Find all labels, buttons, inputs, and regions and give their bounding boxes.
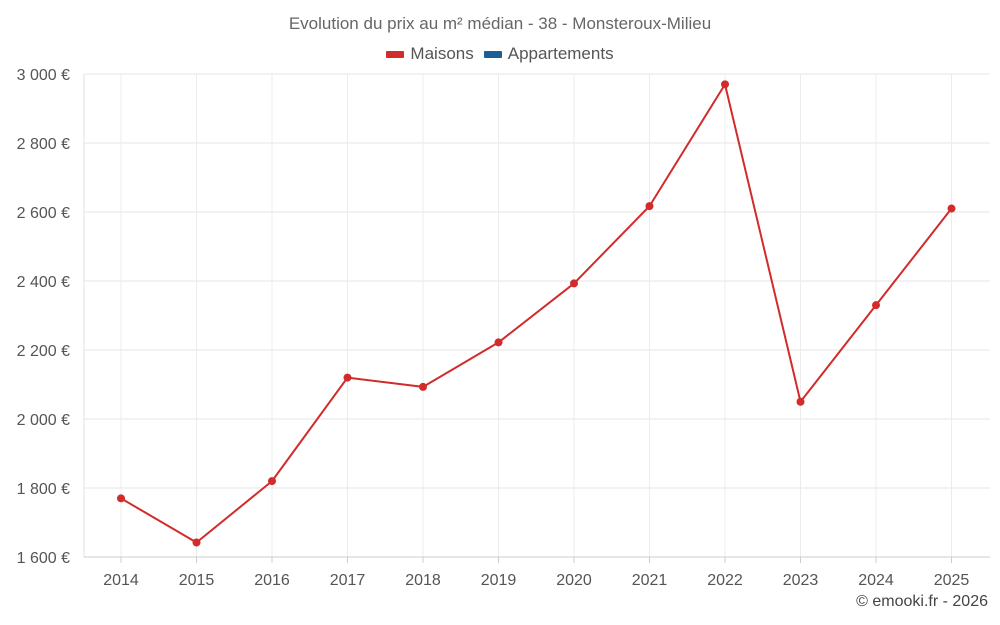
legend-swatch-appartements xyxy=(483,50,502,58)
data-point-maisons-2022 xyxy=(721,80,729,89)
y-tick-label-1800: 1 800 € xyxy=(17,481,70,498)
y-tick-label-2200: 2 200 € xyxy=(17,343,70,360)
data-point-maisons-2018 xyxy=(419,382,427,391)
x-tick-label-2016: 2016 xyxy=(254,572,290,589)
x-tick-label-2017: 2017 xyxy=(330,572,366,589)
data-point-maisons-2021 xyxy=(645,202,654,211)
data-point-maisons-2015 xyxy=(192,538,201,547)
y-tick-label-2600: 2 600 € xyxy=(17,205,70,222)
x-tick-label-2018: 2018 xyxy=(405,572,441,589)
x-tick-label-2022: 2022 xyxy=(707,572,743,589)
data-point-maisons-2016 xyxy=(268,477,276,486)
x-tick-label-2024: 2024 xyxy=(858,572,894,589)
series-line-maisons xyxy=(120,83,953,544)
legend-swatch-maisons xyxy=(386,50,405,58)
x-tick-label-2020: 2020 xyxy=(556,572,592,589)
legend: Maisons Appartements xyxy=(0,44,1000,64)
data-point-maisons-2023 xyxy=(796,397,805,406)
axes: 1 600 € 1 800 € 2 000 € 2 200 € 2 400 € 2 600… xyxy=(17,67,990,589)
x-tick-label-2023: 2023 xyxy=(783,572,819,589)
series-layer xyxy=(117,80,956,547)
legend-label-appartements: Appartements xyxy=(507,44,614,63)
y-tick-label-1600: 1 600 € xyxy=(17,550,70,567)
x-tick-label-2021: 2021 xyxy=(632,572,668,589)
y-tick-label-2000: 2 000 € xyxy=(17,412,70,429)
y-tick-label-3000: 3 000 € xyxy=(17,67,70,84)
data-point-maisons-2025 xyxy=(947,204,956,213)
legend-label-maisons: Maisons xyxy=(410,44,474,63)
footer-credit: © emooki.fr - 2026 xyxy=(856,593,988,610)
x-tick-label-2019: 2019 xyxy=(481,572,517,589)
x-tick-label-2014: 2014 xyxy=(103,572,139,589)
legend-item-maisons[interactable]: Maisons xyxy=(386,44,474,64)
data-point-maisons-2020 xyxy=(570,279,578,288)
y-tick-label-2400: 2 400 € xyxy=(17,274,70,291)
chart-title: Evolution du prix au m² médian - 38 - Mo… xyxy=(288,14,712,33)
data-point-maisons-2017 xyxy=(343,373,352,382)
data-point-maisons-2019 xyxy=(494,338,503,347)
grid xyxy=(84,73,990,558)
x-tick-label-2025: 2025 xyxy=(934,572,970,589)
data-point-maisons-2024 xyxy=(872,301,880,310)
y-tick-label-2800: 2 800 € xyxy=(17,136,70,153)
legend-item-appartements[interactable]: Appartements xyxy=(483,44,614,64)
x-tick-label-2015: 2015 xyxy=(179,572,215,589)
data-point-maisons-2014 xyxy=(117,494,125,503)
